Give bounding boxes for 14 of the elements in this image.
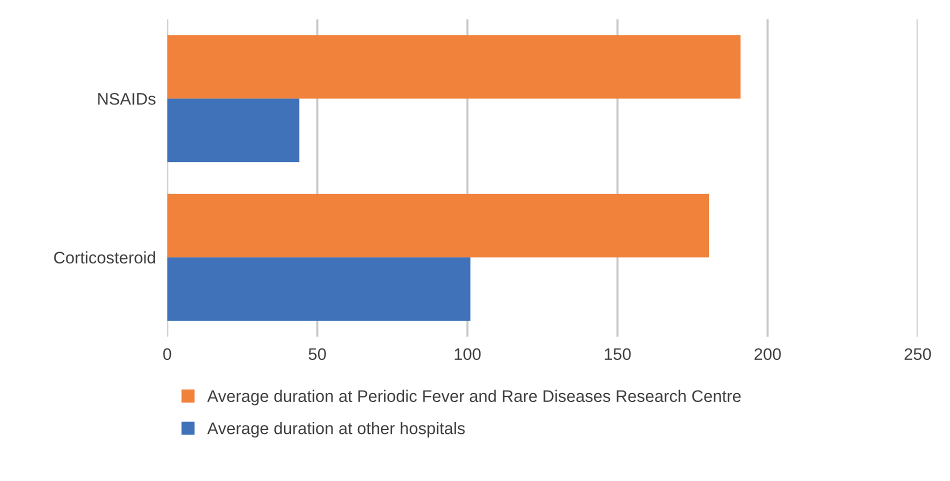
legend-label: Average duration at Periodic Fever and Rare Diseases Research Centre bbox=[207, 390, 741, 406]
bar bbox=[167, 35, 741, 99]
y-tick-label: Corticosteroid bbox=[54, 251, 156, 264]
x-tick-label: 200 bbox=[754, 348, 781, 360]
x-tick-label: 150 bbox=[604, 348, 631, 360]
y-tick-label: NSAIDs bbox=[98, 93, 156, 105]
x-tick-label: 50 bbox=[308, 348, 326, 360]
bar bbox=[167, 257, 470, 321]
x-tick-label: 0 bbox=[163, 348, 172, 360]
bar bbox=[167, 194, 710, 258]
x-tick-label: 250 bbox=[904, 348, 931, 360]
bar bbox=[167, 98, 300, 162]
legend-label: Average duration at other hospitals bbox=[207, 422, 465, 438]
x-tick-label: 100 bbox=[454, 348, 481, 360]
